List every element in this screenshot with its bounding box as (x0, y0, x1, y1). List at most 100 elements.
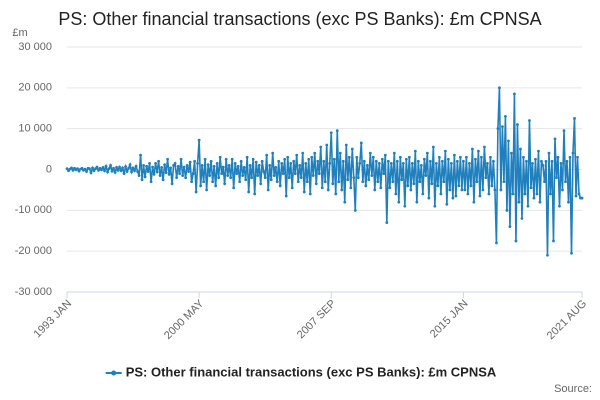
point (257, 164, 261, 167)
point (451, 196, 455, 200)
point (416, 159, 420, 163)
point (326, 188, 330, 192)
point (134, 164, 138, 168)
point (133, 169, 136, 173)
point (308, 192, 312, 196)
point (217, 176, 221, 180)
point (266, 188, 270, 192)
point (364, 184, 368, 188)
point (274, 166, 278, 169)
point (146, 170, 150, 173)
point (556, 155, 560, 159)
point (504, 115, 507, 118)
point (269, 178, 273, 182)
point (176, 164, 180, 168)
point (290, 186, 294, 190)
point (495, 241, 498, 245)
point (122, 172, 126, 175)
point (370, 174, 374, 178)
point (562, 129, 566, 133)
point (190, 180, 194, 184)
point (95, 165, 99, 169)
point (437, 155, 441, 159)
point (492, 159, 495, 163)
point (490, 184, 494, 188)
point (558, 204, 561, 208)
point (179, 157, 183, 161)
point (329, 131, 333, 135)
point (292, 159, 296, 163)
point (446, 157, 450, 161)
point (346, 178, 350, 182)
point (208, 174, 212, 178)
point (383, 153, 387, 157)
point (487, 192, 491, 196)
point (191, 172, 195, 175)
point (546, 253, 549, 257)
point (347, 155, 351, 159)
point (193, 159, 197, 163)
point (376, 180, 380, 184)
point (128, 163, 132, 167)
point (407, 155, 411, 159)
point (233, 161, 237, 165)
point (76, 167, 79, 171)
point (302, 190, 306, 194)
point (576, 155, 579, 159)
point (552, 239, 555, 243)
point (161, 178, 165, 182)
point (92, 169, 96, 173)
point (401, 161, 405, 165)
point (127, 166, 130, 170)
point (466, 192, 470, 196)
point (154, 161, 157, 165)
point (295, 153, 299, 157)
point (112, 166, 115, 170)
point (304, 161, 308, 165)
point (145, 164, 148, 168)
point (184, 176, 188, 180)
point (256, 174, 260, 178)
point (124, 165, 127, 169)
point (478, 194, 482, 198)
point (428, 159, 432, 163)
y-tick-label: 0 (46, 163, 52, 175)
point (317, 172, 321, 175)
point (443, 149, 447, 153)
point (513, 92, 516, 96)
point (175, 176, 179, 180)
point (163, 163, 166, 167)
point (412, 182, 416, 186)
point (247, 190, 251, 194)
y-tick-label: 10 000 (18, 123, 52, 135)
point (442, 180, 446, 184)
point (577, 192, 581, 196)
chart-title: PS: Other financial transactions (exc PS… (58, 9, 541, 29)
point (353, 208, 357, 212)
point (125, 170, 129, 173)
point (85, 170, 88, 173)
point (570, 251, 573, 255)
point (71, 168, 75, 172)
point (467, 161, 471, 165)
point (386, 159, 390, 163)
point (299, 176, 303, 180)
point (433, 204, 437, 208)
x-tick-label: 2015 JAN (428, 298, 471, 341)
point (463, 188, 467, 192)
point (139, 153, 142, 157)
point (253, 192, 257, 196)
point (418, 180, 422, 184)
point (349, 186, 353, 190)
point (486, 161, 489, 165)
point (218, 155, 222, 159)
point (517, 200, 521, 204)
point (406, 184, 410, 188)
point (116, 168, 120, 172)
point (262, 170, 266, 173)
point (280, 161, 284, 165)
point (314, 182, 318, 186)
point (322, 159, 326, 163)
point (523, 192, 527, 196)
